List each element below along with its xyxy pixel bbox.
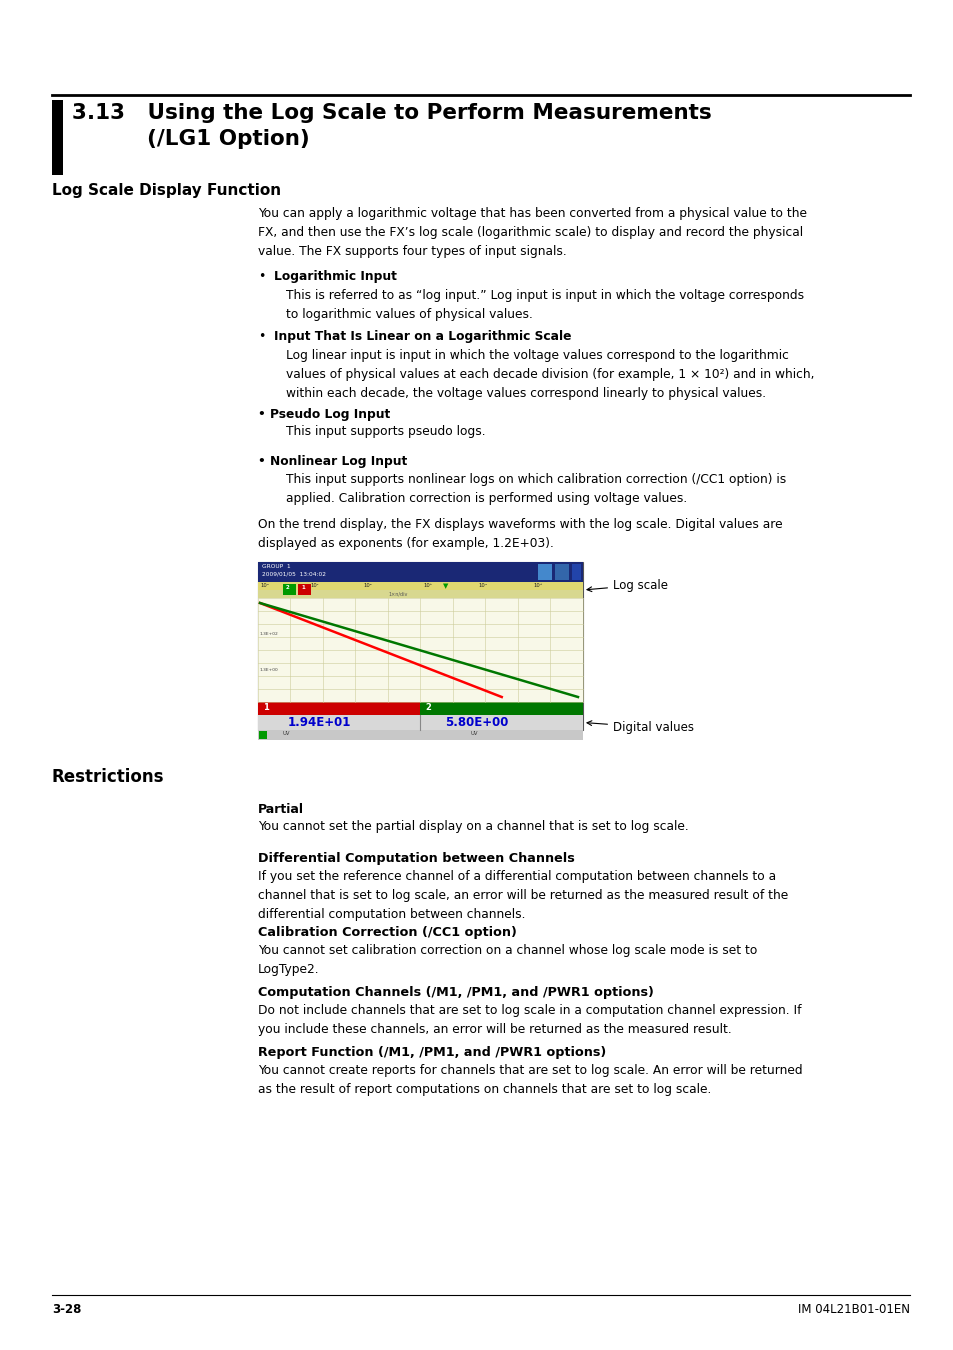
Bar [297,585,311,595]
Text: You cannot create reports for channels that are set to log scale. An error will : You cannot create reports for channels t… [257,1064,801,1096]
Text: Log Scale Display Function: Log Scale Display Function [52,184,281,198]
Text: • Nonlinear Log Input: • Nonlinear Log Input [257,455,407,468]
Text: UV: UV [470,730,477,736]
Bar [258,730,267,738]
Text: 1.94E+01: 1.94E+01 [288,716,351,729]
Text: You cannot set the partial display on a channel that is set to log scale.: You cannot set the partial display on a … [257,819,688,833]
Text: If you set the reference channel of a differential computation between channels : If you set the reference channel of a di… [257,869,787,921]
Bar [555,564,568,580]
Text: You cannot set calibration correction on a channel whose log scale mode is set t: You cannot set calibration correction on… [257,944,757,976]
Text: Report Function (/M1, /PM1, and /PWR1 options): Report Function (/M1, /PM1, and /PWR1 op… [257,1046,605,1058]
Text: This input supports pseudo logs.: This input supports pseudo logs. [286,425,485,437]
Text: On the trend display, the FX displays waveforms with the log scale. Digital valu: On the trend display, the FX displays wa… [257,518,781,549]
Text: 10⁰: 10⁰ [260,583,269,589]
Text: Do not include channels that are set to log scale in a computation channel expre: Do not include channels that are set to … [257,1004,801,1035]
Text: 1: 1 [263,703,269,711]
Text: Calibration Correction (/CC1 option): Calibration Correction (/CC1 option) [257,926,517,940]
Bar [257,590,582,598]
Text: IM 04L21B01-01EN: IM 04L21B01-01EN [797,1303,909,1316]
Text: 1.3E+00: 1.3E+00 [260,668,278,672]
Text: 10³: 10³ [422,583,432,589]
Bar [283,585,295,595]
Text: GROUP  1: GROUP 1 [262,564,291,568]
Bar [257,702,420,716]
Text: Differential Computation between Channels: Differential Computation between Channel… [257,852,574,865]
Text: 2009/01/05  13:04:02: 2009/01/05 13:04:02 [262,572,326,576]
Text: 1.3E+02: 1.3E+02 [260,632,278,636]
Text: Computation Channels (/M1, /PM1, and /PWR1 options): Computation Channels (/M1, /PM1, and /PW… [257,986,653,999]
Text: 3-28: 3-28 [52,1303,81,1316]
Text: •: • [257,270,265,284]
Text: UV: UV [283,730,291,736]
Bar [572,564,580,580]
Text: 2: 2 [425,703,431,711]
Bar [52,100,63,176]
Text: 10⁴: 10⁴ [477,583,486,589]
Bar [257,562,582,582]
Text: Logarithmic Input: Logarithmic Input [274,270,396,284]
Bar [257,716,582,730]
Text: • Pseudo Log Input: • Pseudo Log Input [257,408,390,421]
Bar [257,598,582,702]
Text: This is referred to as “log input.” Log input is input in which the voltage corr: This is referred to as “log input.” Log … [286,289,803,321]
Text: Partial: Partial [257,803,304,815]
Bar [420,702,582,716]
Text: This input supports nonlinear logs on which calibration correction (/CC1 option): This input supports nonlinear logs on wh… [286,472,785,505]
Text: 10⁵: 10⁵ [533,583,541,589]
Text: 2: 2 [286,585,290,590]
Text: 10²: 10² [363,583,372,589]
Text: 5.80E+00: 5.80E+00 [445,716,508,729]
Text: 3.13   Using the Log Scale to Perform Measurements
          (/LG1 Option): 3.13 Using the Log Scale to Perform Meas… [71,103,711,150]
Text: Restrictions: Restrictions [52,768,164,786]
Text: Log scale: Log scale [586,579,667,591]
Bar [257,562,582,730]
Text: 1: 1 [301,585,304,590]
Text: Input That Is Linear on a Logarithmic Scale: Input That Is Linear on a Logarithmic Sc… [274,329,571,343]
Text: ▼: ▼ [442,583,448,589]
Text: •: • [257,329,265,343]
Bar [257,730,582,740]
Text: You can apply a logarithmic voltage that has been converted from a physical valu: You can apply a logarithmic voltage that… [257,207,806,258]
Text: 1×n/div: 1×n/div [388,591,407,595]
Text: Digital values: Digital values [586,721,693,734]
Text: 10¹: 10¹ [310,583,318,589]
Text: Log linear input is input in which the voltage values correspond to the logarith: Log linear input is input in which the v… [286,350,814,400]
Bar [537,564,552,580]
Bar [257,582,582,598]
